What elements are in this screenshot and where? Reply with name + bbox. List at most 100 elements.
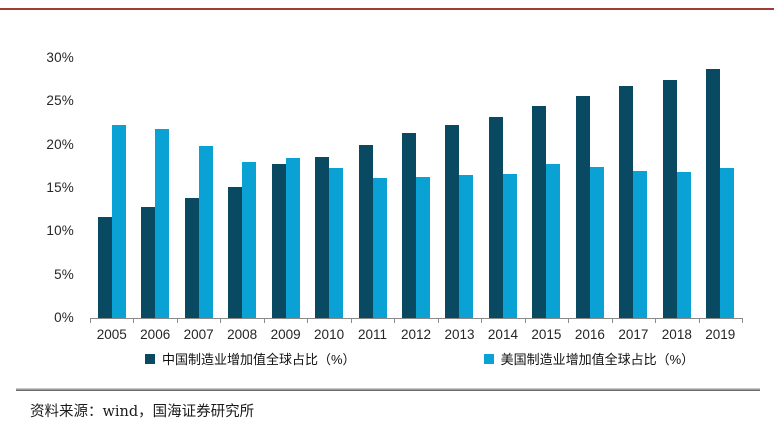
bar-group-2009 xyxy=(264,58,307,318)
y-tick-label-10: 10% xyxy=(46,223,74,239)
x-tick-label-2009: 2009 xyxy=(270,327,301,342)
x-axis-tick xyxy=(350,319,394,323)
bar-group-2014 xyxy=(481,58,524,318)
x-tick-label-2014: 2014 xyxy=(487,327,518,342)
manufacturing-share-bar-chart: 30% 25% 20% 15% 10% 5% 0% 2005 2006 2007 2008 2009… xyxy=(46,50,743,368)
source-label: 资料来源： xyxy=(30,404,103,420)
bar-group-2013 xyxy=(438,58,481,318)
x-axis-tick xyxy=(133,319,176,323)
bar-group-2016 xyxy=(568,58,611,318)
x-axis-line xyxy=(90,318,743,319)
x-axis-tick xyxy=(481,319,524,323)
bar-china-2019 xyxy=(706,69,721,318)
legend-item-us: 美国制造业增加值全球占比（%） xyxy=(483,349,695,368)
x-axis-tick xyxy=(90,319,133,323)
legend-swatch-us xyxy=(483,353,494,364)
bar-us-2012 xyxy=(416,176,431,318)
x-axis-labels: 2005 2006 2007 2008 2009 2010 2011 2012 2013 2014… xyxy=(90,327,742,342)
bar-us-2009 xyxy=(285,157,300,318)
bar-us-2015 xyxy=(546,163,561,318)
x-axis-tick xyxy=(176,319,220,323)
y-tick-label-25: 25% xyxy=(46,93,74,109)
bar-us-2017 xyxy=(633,170,648,318)
bar-us-2007 xyxy=(198,146,213,318)
bar-china-2008 xyxy=(228,187,243,318)
x-tick-label-2018: 2018 xyxy=(661,327,692,342)
bar-group-2008 xyxy=(220,58,263,318)
bar-us-2006 xyxy=(155,129,170,318)
x-axis-tick xyxy=(655,319,698,323)
x-axis-tick xyxy=(698,319,742,323)
bar-us-2018 xyxy=(676,171,691,318)
bar-china-2009 xyxy=(271,163,286,318)
x-tick-label-2010: 2010 xyxy=(314,327,345,342)
x-axis-tick xyxy=(263,319,307,323)
source-text: wind，国海证券研究所 xyxy=(102,404,255,420)
x-tick-label-2016: 2016 xyxy=(574,327,605,342)
bar-group-2005 xyxy=(90,58,133,318)
source-note: 资料来源：wind，国海证券研究所 xyxy=(30,400,254,421)
bar-group-2010 xyxy=(307,58,350,318)
x-axis-tick xyxy=(220,319,263,323)
x-tick-label-2006: 2006 xyxy=(140,327,171,342)
bar-china-2007 xyxy=(184,197,199,318)
bar-china-2017 xyxy=(619,85,634,318)
bar-group-2011 xyxy=(351,58,394,318)
bar-china-2006 xyxy=(141,207,156,318)
legend-item-china: 中国制造业增加值全球占比（%） xyxy=(145,349,356,368)
x-axis-tick xyxy=(611,319,655,323)
bar-china-2010 xyxy=(315,156,330,318)
chart-legend: 中国制造业增加值全球占比（%） 美国制造业增加值全球占比（%） xyxy=(145,349,694,368)
y-tick-label-20: 20% xyxy=(46,136,74,152)
bar-group-2018 xyxy=(655,58,698,318)
x-tick-label-2012: 2012 xyxy=(400,327,432,342)
bar-group-2012 xyxy=(394,58,437,318)
bar-china-2011 xyxy=(358,144,373,318)
y-tick-label-5: 5% xyxy=(54,266,74,282)
bar-group-2007 xyxy=(177,58,220,318)
bar-group-2019 xyxy=(699,58,742,318)
bar-us-2016 xyxy=(589,167,604,318)
bar-us-2011 xyxy=(372,177,387,318)
bar-group-2015 xyxy=(525,58,568,318)
x-tick-label-2008: 2008 xyxy=(227,327,258,342)
x-tick-label-2005: 2005 xyxy=(96,327,127,342)
x-axis-tick xyxy=(307,319,350,323)
y-tick-label-30: 30% xyxy=(46,50,74,65)
bar-china-2013 xyxy=(445,124,460,318)
bar-china-2015 xyxy=(532,105,547,318)
bar-us-2014 xyxy=(502,174,517,318)
x-axis-tick xyxy=(437,319,481,323)
x-tick-label-2011: 2011 xyxy=(358,327,388,342)
bar-us-2010 xyxy=(329,168,344,318)
bar-group-2006 xyxy=(133,58,176,318)
x-tick-label-2015: 2015 xyxy=(531,327,562,342)
legend-swatch-china xyxy=(145,353,155,364)
bar-us-2019 xyxy=(720,168,735,318)
bar-us-2013 xyxy=(459,175,474,318)
y-tick-label-15: 15% xyxy=(46,180,74,195)
bar-china-2012 xyxy=(402,133,417,318)
plot-area xyxy=(90,58,742,318)
top-rule xyxy=(0,8,774,10)
bar-china-2018 xyxy=(662,79,677,318)
x-tick-label-2019: 2019 xyxy=(705,327,736,342)
bar-china-2016 xyxy=(575,96,590,318)
x-axis-tick xyxy=(524,319,568,323)
legend-label-china: 中国制造业增加值全球占比（%） xyxy=(162,352,356,367)
x-tick-label-2013: 2013 xyxy=(444,327,475,342)
bar-china-2014 xyxy=(488,116,503,318)
bar-group-2017 xyxy=(612,58,655,318)
x-axis-ticks xyxy=(90,319,743,323)
divider-rule xyxy=(16,388,760,391)
bar-china-2005 xyxy=(97,216,112,318)
x-axis-tick xyxy=(568,319,611,323)
x-axis-tick xyxy=(394,319,437,323)
legend-label-us: 美国制造业增加值全球占比（%） xyxy=(500,352,695,367)
x-tick-label-2007: 2007 xyxy=(183,327,214,342)
bar-us-2008 xyxy=(242,162,257,318)
y-tick-label-0: 0% xyxy=(54,310,74,325)
x-tick-label-2017: 2017 xyxy=(618,327,649,342)
bar-us-2005 xyxy=(111,124,126,318)
